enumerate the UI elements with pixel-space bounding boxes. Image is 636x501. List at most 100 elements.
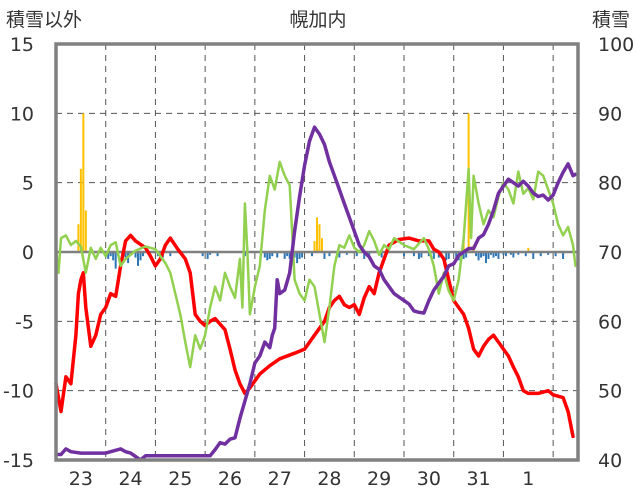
blue-bar-23	[271, 252, 274, 257]
blue-bar-68	[504, 252, 507, 257]
blue-bar-71	[517, 252, 520, 255]
x-tick-label-9: 1	[522, 468, 534, 490]
blue-bar-58	[477, 252, 480, 261]
blue-bar-38	[363, 252, 366, 259]
orange-bar-0	[77, 224, 80, 252]
blue-bar-56	[465, 252, 468, 258]
left-axis-label: 積雪以外	[6, 9, 82, 31]
blue-bar-30	[298, 252, 301, 259]
blue-bar-18	[216, 252, 219, 257]
blue-bar-26	[286, 252, 289, 257]
blue-bar-29	[296, 252, 299, 264]
plot-frame	[54, 42, 580, 462]
blue-bar-70	[512, 252, 515, 258]
blue-bar-35	[338, 252, 341, 258]
orange-bar-2	[82, 113, 85, 252]
orange-bar-3	[84, 210, 87, 252]
x-tick-label-2: 25	[168, 468, 192, 490]
x-tick-label-6: 29	[367, 468, 391, 490]
chart-title: 幌加内	[289, 9, 346, 31]
blue-bar-34	[328, 252, 331, 257]
blue-bar-21	[266, 252, 269, 261]
blue-bar-67	[502, 252, 505, 255]
blue-bar-32	[311, 252, 314, 257]
blue-bar-39	[368, 252, 371, 257]
right-tick-label-3: 70	[598, 242, 622, 264]
blue-bar-33	[323, 252, 326, 259]
blue-bar-36	[345, 252, 348, 255]
blue-bar-44	[417, 252, 420, 259]
blue-bar-31	[301, 252, 304, 258]
blue-bar-8	[134, 252, 137, 258]
left-tick-label-2: 5	[22, 173, 34, 195]
blue-bar-2	[112, 252, 115, 261]
left-tick-label-3: 0	[22, 242, 34, 264]
right-y-ticks: 100 90 80 70 60 50 40	[598, 34, 634, 472]
left-tick-label-4: -5	[15, 311, 34, 333]
orange-bar-11	[527, 247, 530, 252]
blue-bar-10	[139, 252, 142, 261]
blue-bar-57	[475, 252, 478, 257]
blue-bar-75	[547, 252, 550, 255]
x-tick-label-0: 23	[69, 468, 93, 490]
right-tick-label-1: 90	[598, 103, 622, 125]
blue-bar-17	[209, 252, 212, 255]
blue-bar-65	[494, 252, 497, 257]
right-tick-label-5: 50	[598, 381, 622, 403]
right-tick-label-0: 100	[598, 34, 634, 56]
blue-bar-27	[288, 252, 291, 259]
series-line-0	[54, 233, 575, 439]
left-y-ticks: 15 10 5 0 -5 -10 -15	[3, 34, 34, 472]
blue-bar-50	[445, 252, 448, 261]
blue-bar-24	[276, 252, 279, 258]
right-tick-label-2: 80	[598, 173, 622, 195]
left-tick-label-6: -15	[3, 450, 34, 472]
blue-bar-55	[462, 252, 465, 259]
blue-bar-69	[509, 252, 512, 255]
orange-bar-5	[316, 217, 318, 252]
blue-bar-5	[124, 252, 127, 258]
orange-bar-1	[79, 168, 82, 252]
blue-bar-42	[403, 252, 405, 257]
blue-bar-51	[447, 252, 450, 259]
x-tick-label-8: 31	[466, 468, 490, 490]
blue-bar-46	[427, 252, 430, 257]
orange-bar-6	[318, 224, 321, 252]
blue-bar-45	[420, 252, 423, 258]
blue-bar-77	[562, 252, 565, 259]
blue-bar-28	[293, 252, 296, 258]
blue-bar-73	[532, 252, 535, 259]
orange-bar-4	[313, 240, 316, 252]
blue-bar-1	[109, 252, 112, 257]
orange-bar-7	[320, 238, 323, 252]
blue-bar-37	[355, 252, 358, 257]
blue-bar-64	[492, 252, 495, 258]
blue-bar-72	[524, 252, 527, 257]
blue-bar-74	[539, 252, 542, 257]
left-tick-label-5: -10	[3, 381, 34, 403]
blue-bar-14	[169, 252, 172, 257]
blue-bar-47	[432, 252, 435, 259]
blue-bar-9	[137, 252, 140, 266]
series-line-2	[54, 125, 578, 462]
x-tick-label-7: 30	[417, 468, 441, 490]
blue-bar-3	[114, 252, 117, 269]
line-series-group	[54, 125, 578, 462]
x-tick-label-3: 26	[218, 468, 242, 490]
blue-bar-16	[206, 252, 209, 259]
blue-bar-40	[380, 252, 383, 258]
grid-lines	[56, 44, 578, 460]
blue-bar-63	[490, 252, 492, 255]
blue-bar-66	[497, 252, 500, 259]
x-tick-label-1: 24	[118, 468, 142, 490]
blue-bar-11	[142, 252, 144, 257]
blue-bar-43	[412, 252, 415, 257]
x-tick-label-5: 28	[317, 468, 341, 490]
right-tick-label-4: 60	[598, 311, 622, 333]
right-tick-label-6: 40	[598, 450, 622, 472]
blue-bar-76	[554, 252, 557, 257]
x-ticks: 23 24 25 26 27 28 29 30 31 1	[69, 468, 535, 490]
right-axis-label: 積雪	[592, 9, 630, 31]
blue-bar-22	[268, 252, 271, 259]
